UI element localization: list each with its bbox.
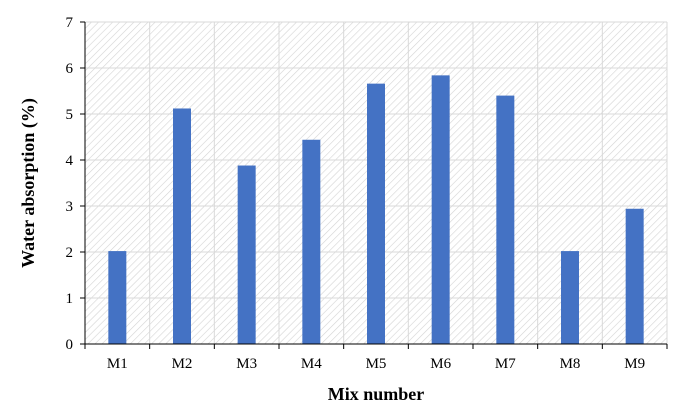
y-tick-label: 7	[66, 15, 74, 31]
x-tick-label: M2	[172, 356, 193, 372]
y-tick-label: 4	[66, 153, 74, 169]
x-tick-label: M8	[560, 356, 581, 372]
bar-m9	[625, 208, 644, 344]
x-tick-label: M4	[301, 356, 322, 372]
y-tick-label: 1	[66, 291, 74, 307]
bar-m3	[237, 165, 256, 344]
y-tick-label: 2	[66, 245, 74, 261]
bar-m2	[173, 108, 191, 344]
x-tick-label: M6	[430, 356, 451, 372]
x-tick-label: M3	[236, 356, 257, 372]
x-tick-label: M9	[624, 356, 645, 372]
x-tick-labels: M1 M2 M3 M4 M5 M6 M7 M8 M9	[107, 356, 645, 372]
bar-m6	[431, 75, 450, 345]
y-tick-labels: 0 1 2 3 4 5 6 7	[66, 15, 74, 353]
bar-m8	[561, 251, 579, 344]
y-tick-label: 0	[66, 337, 74, 353]
axes	[80, 21, 668, 349]
x-tick-label: M5	[366, 356, 387, 372]
y-tick-label: 5	[66, 107, 74, 123]
bars	[108, 75, 644, 345]
y-tick-label: 3	[66, 199, 74, 215]
x-tick-label: M7	[495, 356, 516, 372]
bar-m5	[367, 83, 385, 344]
x-tick-label: M1	[107, 356, 128, 372]
bar-m7	[496, 95, 515, 344]
y-tick-label: 6	[66, 61, 74, 77]
y-axis-title: Water absorption (%)	[18, 98, 39, 268]
bar-m1	[108, 251, 127, 344]
bar-m4	[302, 139, 321, 344]
x-axis-title: Mix number	[328, 384, 425, 404]
